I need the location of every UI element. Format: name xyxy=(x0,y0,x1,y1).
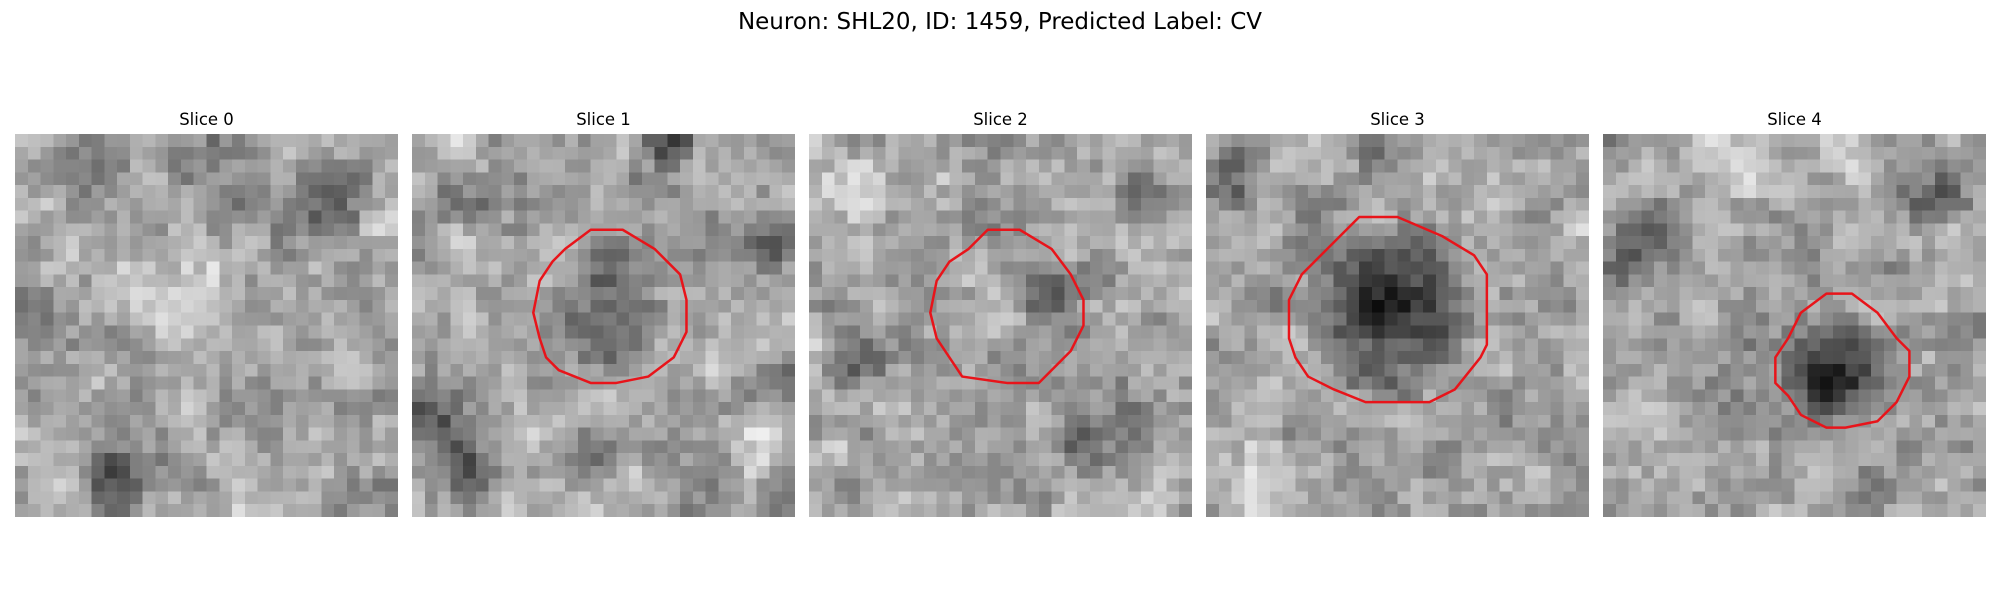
slice-2-contour xyxy=(809,134,1192,517)
contour-outline xyxy=(930,230,1083,383)
slice-panel-3: Slice 3 xyxy=(1206,110,1589,517)
slice-panel-1: Slice 1 xyxy=(412,110,795,517)
slice-1-image xyxy=(412,134,795,517)
slice-panel-2: Slice 2 xyxy=(809,110,1192,517)
contour-outline xyxy=(1289,217,1487,402)
slice-panel-4: Slice 4 xyxy=(1603,110,1986,517)
slice-3-title: Slice 3 xyxy=(1370,110,1425,129)
contour-outline xyxy=(1775,294,1909,428)
slice-0-contour xyxy=(15,134,398,517)
slice-1-contour xyxy=(412,134,795,517)
slice-0-title: Slice 0 xyxy=(179,110,234,129)
slice-1-title: Slice 1 xyxy=(576,110,631,129)
slice-0-image xyxy=(15,134,398,517)
slice-3-contour xyxy=(1206,134,1589,517)
slice-3-image xyxy=(1206,134,1589,517)
slice-4-title: Slice 4 xyxy=(1767,110,1822,129)
slice-2-title: Slice 2 xyxy=(973,110,1028,129)
slice-2-image xyxy=(809,134,1192,517)
slice-panel-0: Slice 0 xyxy=(15,110,398,517)
contour-outline xyxy=(533,230,686,383)
figure-title: Neuron: SHL20, ID: 1459, Predicted Label… xyxy=(737,9,1263,35)
slice-4-contour xyxy=(1603,134,1986,517)
